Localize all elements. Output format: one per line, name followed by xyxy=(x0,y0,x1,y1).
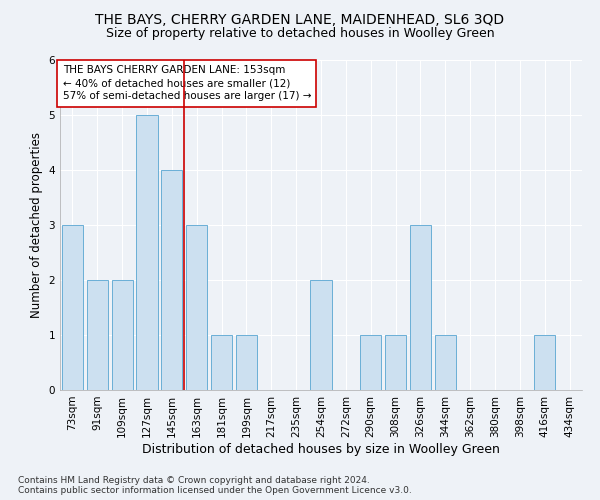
Bar xyxy=(62,225,83,390)
Bar xyxy=(410,225,431,390)
Y-axis label: Number of detached properties: Number of detached properties xyxy=(30,132,43,318)
Bar xyxy=(236,335,257,390)
Bar xyxy=(435,335,456,390)
Bar xyxy=(136,115,158,390)
Bar xyxy=(385,335,406,390)
Bar xyxy=(186,225,207,390)
Bar xyxy=(161,170,182,390)
Text: Size of property relative to detached houses in Woolley Green: Size of property relative to detached ho… xyxy=(106,28,494,40)
X-axis label: Distribution of detached houses by size in Woolley Green: Distribution of detached houses by size … xyxy=(142,442,500,456)
Bar xyxy=(211,335,232,390)
Text: THE BAYS, CHERRY GARDEN LANE, MAIDENHEAD, SL6 3QD: THE BAYS, CHERRY GARDEN LANE, MAIDENHEAD… xyxy=(95,12,505,26)
Text: THE BAYS CHERRY GARDEN LANE: 153sqm
← 40% of detached houses are smaller (12)
57: THE BAYS CHERRY GARDEN LANE: 153sqm ← 40… xyxy=(62,65,311,102)
Bar xyxy=(87,280,108,390)
Bar xyxy=(534,335,555,390)
Text: Contains HM Land Registry data © Crown copyright and database right 2024.
Contai: Contains HM Land Registry data © Crown c… xyxy=(18,476,412,495)
Bar xyxy=(360,335,381,390)
Bar xyxy=(310,280,332,390)
Bar xyxy=(112,280,133,390)
